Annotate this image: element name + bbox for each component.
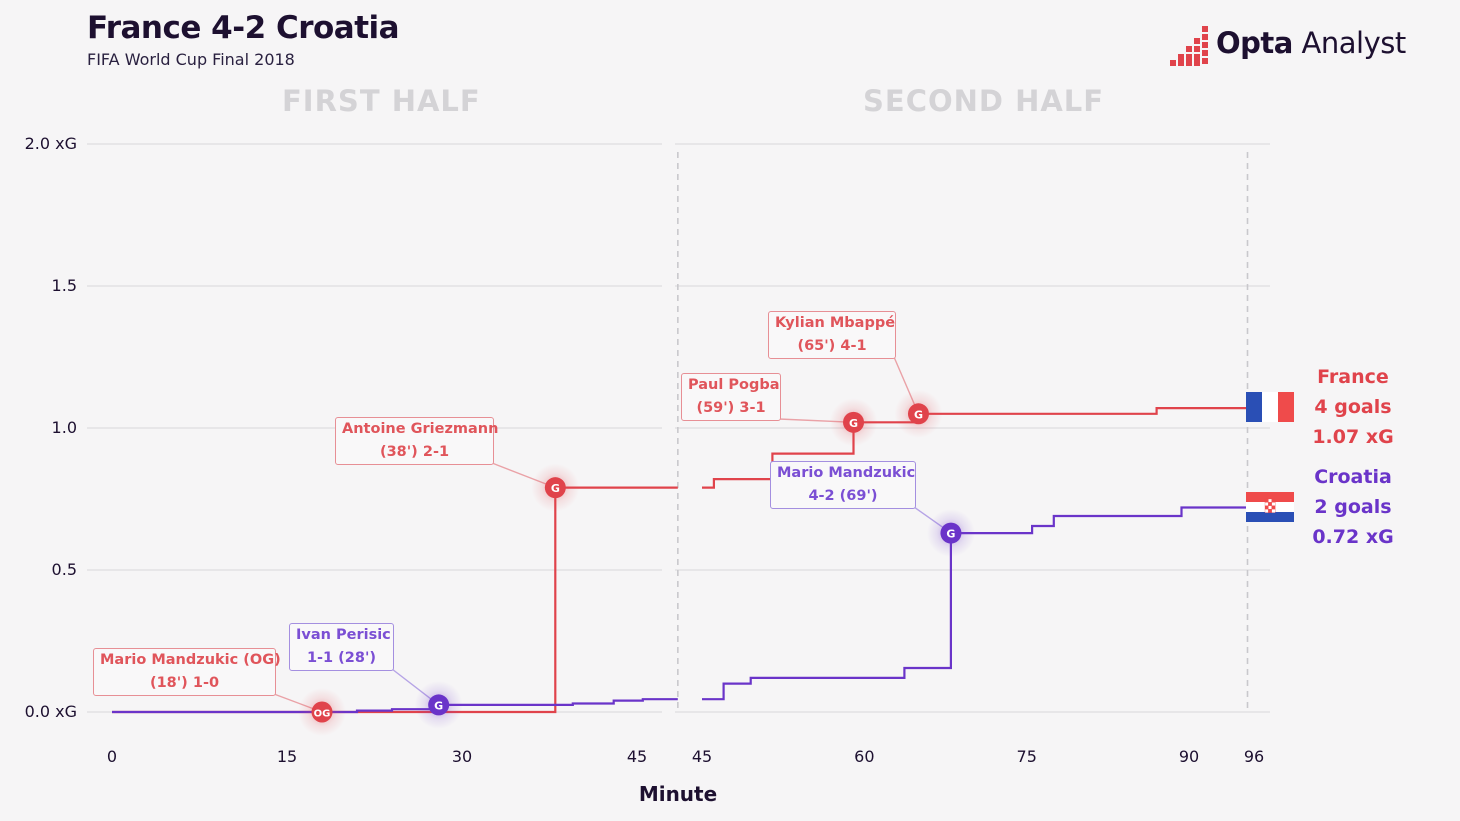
goal-annotation: Ivan Perisic 1-1 (28') <box>289 623 394 671</box>
x-tick-label: 60 <box>854 747 875 766</box>
croatia-xg-line <box>112 698 678 714</box>
goal-marker <box>544 477 566 499</box>
croatia-team-name: Croatia <box>1314 466 1392 488</box>
goal-marker <box>428 694 450 716</box>
goal-marker <box>907 403 929 425</box>
croatia-goals: 2 goals <box>1314 496 1392 518</box>
y-tick-label: 0.5 <box>51 560 77 579</box>
goal-marker-label: G <box>849 417 858 430</box>
y-tick-label: 2.0 xG <box>24 134 77 153</box>
croatia-flag-check <box>1271 502 1276 506</box>
annotation-score: (18') 1-0 <box>149 675 220 691</box>
annotation-player: Antoine Griezmann <box>342 421 499 437</box>
goal-annotation: Kylian Mbappé (65') 4-1 <box>768 311 896 359</box>
goal-annotation: Mario Mandzukic (OG) (18') 1-0 <box>93 648 281 696</box>
croatia-flag-blue <box>1246 512 1294 522</box>
france-goals: 4 goals <box>1314 396 1392 418</box>
croatia-total: Croatia 2 goals 0.72 xG <box>1298 462 1408 552</box>
annotation-score: (38') 2-1 <box>379 444 450 460</box>
annotation-player: Ivan Perisic <box>296 627 391 643</box>
france-team-name: France <box>1317 366 1389 388</box>
france-flag-red <box>1278 392 1294 422</box>
france-xg: 1.07 xG <box>1312 426 1394 448</box>
france-total: France 4 goals 1.07 xG <box>1298 362 1408 452</box>
annotation-player: Kylian Mbappé <box>775 315 896 331</box>
second-half-title: SECOND HALF <box>863 84 1105 118</box>
france-flag-white <box>1262 392 1278 422</box>
croatia-flag-check <box>1268 502 1272 506</box>
croatia-flag-check <box>1271 505 1276 510</box>
goal-marker-label: G <box>946 528 955 541</box>
annotation-score: (59') 3-1 <box>696 400 766 416</box>
croatia-flag-check <box>1271 498 1276 503</box>
goal-marker <box>940 522 962 544</box>
annotation-score: 1-1 (28') <box>306 650 377 666</box>
goal-marker-label: G <box>434 699 443 712</box>
x-tick-label: 45 <box>691 747 713 766</box>
croatia-flag-red <box>1246 492 1294 502</box>
annotation-score: (65') 4-1 <box>797 338 867 354</box>
annotation-score: 4-2 (69') <box>808 488 878 504</box>
croatia-flag-check <box>1264 509 1269 513</box>
croatia-flag-check <box>1268 509 1272 513</box>
croatia-flag-check <box>1264 498 1269 503</box>
goal-annotation: Mario Mandzukic 4-2 (69') <box>770 461 916 509</box>
croatia-xg-line <box>702 506 1248 701</box>
croatia-flag-check <box>1271 509 1276 513</box>
x-axis-label: Minute <box>638 782 718 806</box>
y-tick-label: 0.0 xG <box>24 702 77 721</box>
x-tick-label: 45 <box>626 747 648 766</box>
croatia-flag-check <box>1268 505 1272 510</box>
goal-marker <box>311 701 333 723</box>
chart-subtitle: FIFA World Cup Final 2018 <box>87 50 295 69</box>
opta-logo-icon <box>1170 26 1208 66</box>
x-tick-label: 75 <box>1016 747 1037 766</box>
annotation-player: Paul Pogba <box>688 377 780 393</box>
goal-marker <box>843 411 865 433</box>
y-tick-label: 1.0 <box>51 418 77 437</box>
chart-title: France 4-2 Croatia <box>87 10 400 46</box>
x-tick-label: 0 <box>106 747 118 766</box>
goal-marker-label: OG <box>314 709 331 720</box>
x-tick-label: 96 <box>1243 747 1265 766</box>
france-flag-blue <box>1246 392 1262 422</box>
opta-analyst-wordmark: Opta Analyst <box>1216 26 1406 60</box>
x-tick-label: 15 <box>276 747 298 766</box>
y-tick-label: 1.5 <box>51 276 77 295</box>
annotation-player: Mario Mandzukic <box>777 465 916 481</box>
goal-annotation: Antoine Griezmann (38') 2-1 <box>335 417 499 465</box>
croatia-flag-check <box>1264 505 1269 510</box>
goal-annotation: Paul Pogba (59') 3-1 <box>681 373 781 421</box>
annotation-player: Mario Mandzukic (OG) <box>100 652 281 668</box>
x-tick-label: 30 <box>451 747 473 766</box>
goal-marker-label: G <box>551 482 560 495</box>
x-tick-label: 90 <box>1178 747 1200 766</box>
croatia-xg: 0.72 xG <box>1312 526 1394 548</box>
first-half-title: FIRST HALF <box>282 84 481 118</box>
goal-marker-label: G <box>914 408 923 421</box>
croatia-flag-check <box>1268 498 1272 503</box>
croatia-flag-check <box>1264 502 1269 506</box>
